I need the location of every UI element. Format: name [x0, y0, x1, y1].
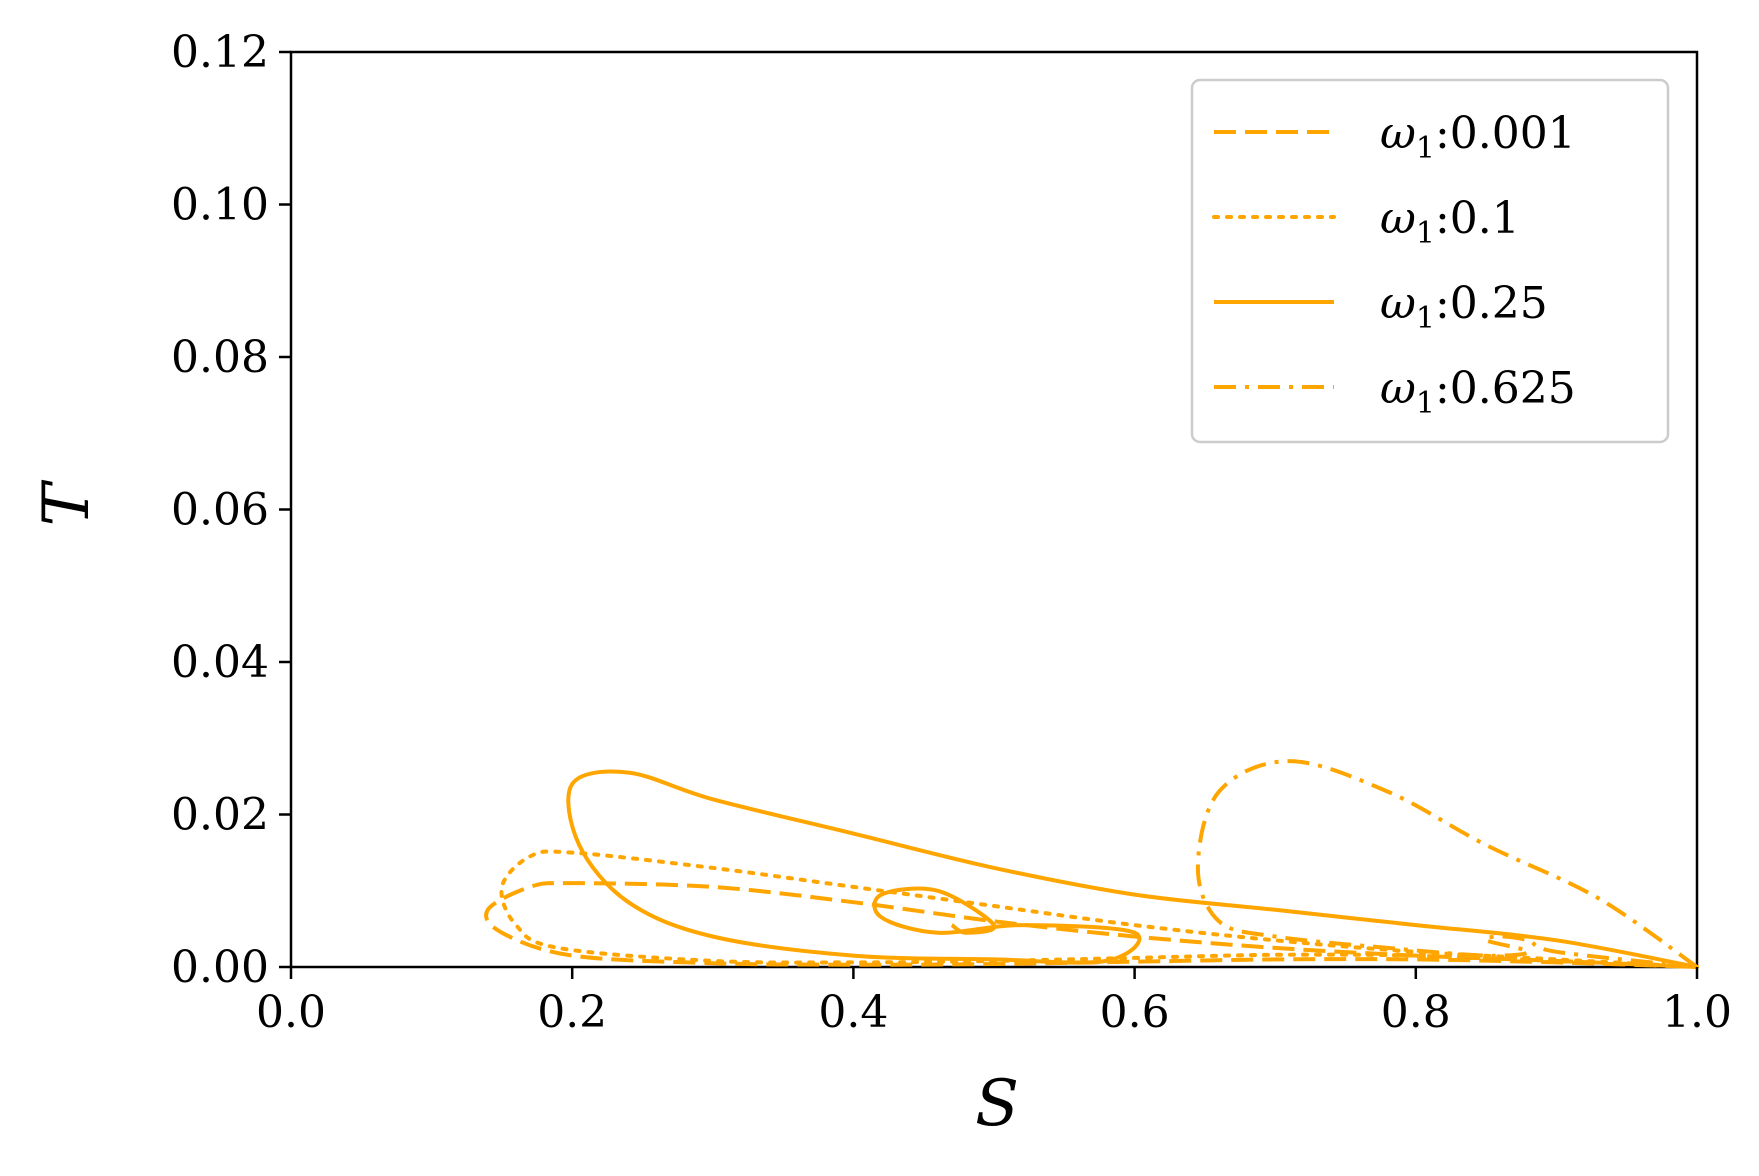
y-axis-label: T — [30, 479, 104, 526]
legend-value-2: :0.25 — [1435, 278, 1548, 329]
legend-label-0: ω1:0.001 — [1380, 108, 1576, 166]
legend-subscript-2: 1 — [1416, 301, 1435, 336]
legend-subscript-1: 1 — [1416, 216, 1435, 251]
legend-value-0: :0.001 — [1435, 108, 1576, 159]
x-tick-label: 0.4 — [818, 987, 888, 1038]
legend-value-1: :0.1 — [1435, 193, 1520, 244]
legend-label-1: ω1:0.1 — [1380, 193, 1520, 251]
legend-label-3: ω1:0.625 — [1380, 363, 1576, 421]
series-line-3 — [1195, 759, 1699, 969]
legend-omega-1: ω — [1380, 193, 1416, 244]
legend-subscript-0: 1 — [1416, 131, 1435, 166]
y-tick-label: 0.02 — [171, 790, 269, 841]
legend-omega-3: ω — [1380, 363, 1416, 414]
legend-label-2: ω1:0.25 — [1380, 278, 1548, 336]
legend-value-3: :0.625 — [1435, 363, 1576, 414]
x-tick-label: 0.6 — [1100, 987, 1170, 1038]
ticks: 0.0 0.2 0.4 0.6 0.8 1.0 0.00 0.02 0.04 0.06 0.08 0.… — [171, 27, 1732, 1038]
legend-subscript-3: 1 — [1416, 386, 1435, 421]
y-tick-label: 0.00 — [171, 942, 269, 993]
y-tick-label: 0.12 — [171, 27, 269, 78]
series-line-0 — [484, 881, 1698, 969]
x-tick-label: 0.2 — [537, 987, 607, 1038]
series-group — [484, 759, 1699, 969]
y-tick-label: 0.08 — [171, 332, 269, 383]
y-tick-label: 0.04 — [171, 637, 269, 688]
legend-omega-2: ω — [1380, 278, 1416, 329]
x-tick-label: 0.0 — [256, 987, 326, 1038]
x-tick-label: 1.0 — [1662, 987, 1732, 1038]
x-axis-label: S — [975, 1067, 1019, 1141]
legend-omega-0: ω — [1380, 108, 1416, 159]
legend-box — [1190, 78, 1670, 444]
x-tick-label: 0.8 — [1381, 987, 1451, 1038]
series-line-1 — [499, 849, 1699, 969]
series-line-2 — [566, 769, 1698, 969]
y-tick-label: 0.10 — [171, 180, 269, 231]
y-tick-label: 0.06 — [171, 485, 269, 536]
